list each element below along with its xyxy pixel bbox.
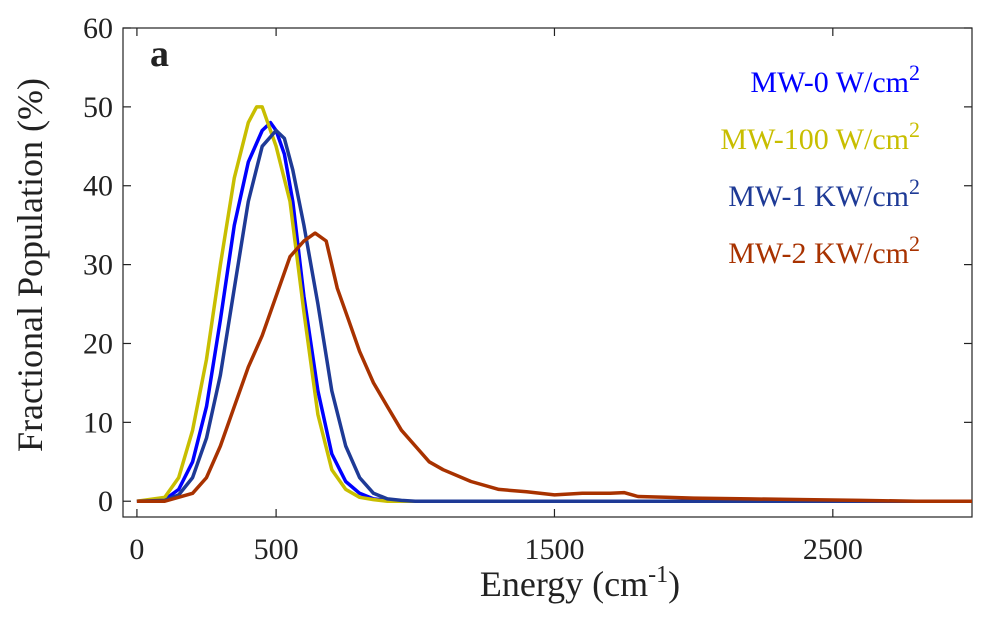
legend-entry-2: MW-100 W/cm2 <box>720 117 920 156</box>
series-line-2 <box>136 105 972 503</box>
legend-entry-label: MW-0 W/cm <box>750 66 909 99</box>
series-line-3 <box>136 128 972 503</box>
legend-entry-superscript: 2 <box>909 117 920 142</box>
y-tick-label: 30 <box>83 249 113 282</box>
legend-entry-label: MW-1 KW/cm <box>728 180 909 213</box>
x-tick-label: 500 <box>254 533 299 566</box>
y-tick-label: 40 <box>83 170 113 203</box>
y-tick-label: 60 <box>83 12 113 45</box>
legend-entry-superscript: 2 <box>909 231 920 256</box>
x-axis-title-tail: ) <box>668 564 680 604</box>
y-axis-title: Fractional Population (%) <box>10 78 50 452</box>
x-tick-label: 1500 <box>524 533 584 566</box>
x-axis-title-main: Energy (cm <box>480 564 648 604</box>
legend-entry-superscript: 2 <box>909 60 920 85</box>
y-tick-label: 0 <box>98 485 113 518</box>
series-line-4 <box>136 231 972 503</box>
plot-area-border <box>122 27 973 518</box>
x-axis-ticks: 0 500 1500 2500 <box>129 28 863 566</box>
x-tick-label: 2500 <box>803 533 863 566</box>
series-layer <box>136 105 972 503</box>
y-tick-label: 20 <box>83 327 113 360</box>
y-tick-label: 50 <box>83 91 113 124</box>
legend-entry-1: MW-0 W/cm2 <box>750 60 920 99</box>
x-axis-title: Energy (cm-1) <box>480 562 680 604</box>
legend-entry-superscript: 2 <box>909 174 920 199</box>
x-tick-label: 0 <box>129 533 144 566</box>
legend-entry-label: MW-100 W/cm <box>720 123 909 156</box>
y-tick-label: 10 <box>83 406 113 439</box>
legend-entry-4: MW-2 KW/cm2 <box>728 231 920 270</box>
x-axis-title-sup: -1 <box>648 562 668 588</box>
panel-label: a <box>150 33 169 75</box>
y-axis-ticks: 0 10 20 30 40 50 60 <box>83 12 972 518</box>
legend-entry-3: MW-1 KW/cm2 <box>728 174 920 213</box>
plot-frame <box>122 27 973 518</box>
legend-entry-label: MW-2 KW/cm <box>728 237 909 270</box>
